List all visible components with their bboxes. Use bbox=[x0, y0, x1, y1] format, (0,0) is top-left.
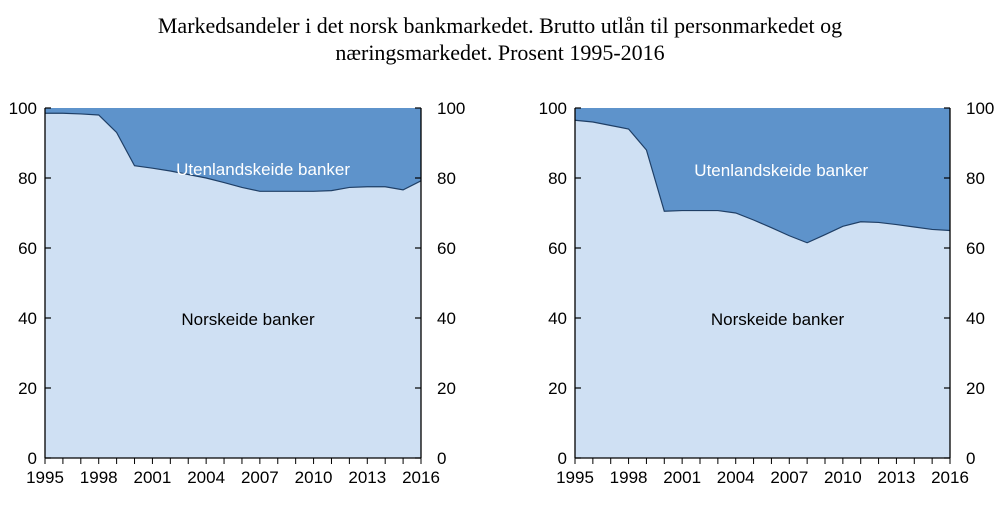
x-tick-label: 2007 bbox=[770, 468, 808, 487]
y-tick-label-left: 100 bbox=[9, 99, 37, 118]
x-tick-label: 2010 bbox=[824, 468, 862, 487]
x-tick-label: 2016 bbox=[402, 468, 440, 487]
x-tick-label: 2001 bbox=[663, 468, 701, 487]
x-tick-label: 2010 bbox=[295, 468, 333, 487]
y-tick-label-left: 0 bbox=[28, 449, 37, 468]
y-tick-label-right: 40 bbox=[437, 309, 456, 328]
y-tick-label-right: 0 bbox=[966, 449, 975, 468]
area-utenlandskeide-banker bbox=[45, 108, 421, 192]
y-tick-label-right: 80 bbox=[437, 169, 456, 188]
y-tick-label-right: 60 bbox=[966, 239, 985, 258]
y-tick-label-left: 80 bbox=[548, 169, 567, 188]
label-utenlandskeide-banker: Utenlandskeide banker bbox=[694, 161, 868, 180]
y-tick-label-left: 100 bbox=[539, 99, 567, 118]
x-tick-label: 1995 bbox=[26, 468, 64, 487]
x-tick-label: 2016 bbox=[931, 468, 969, 487]
label-norskeide-banker: Norskeide banker bbox=[181, 310, 315, 329]
series-boundary-line bbox=[45, 112, 422, 192]
y-tick-label-left: 40 bbox=[18, 309, 37, 328]
y-tick-label-right: 60 bbox=[437, 239, 456, 258]
area-norskeide-banker bbox=[45, 113, 421, 458]
chart-title-line-1: Markedsandeler i det norsk bankmarkedet.… bbox=[157, 13, 843, 38]
chart-title: Markedsandeler i det norsk bankmarkedet.… bbox=[0, 12, 1000, 66]
y-tick-label-right: 20 bbox=[966, 379, 985, 398]
chart-panel-2: 0 0 20 20 40 40 60 60 80 80 100 100 1995 1998 2001 2004… bbox=[539, 99, 995, 487]
x-tick-label: 2013 bbox=[348, 468, 386, 487]
x-tick-label: 2013 bbox=[878, 468, 916, 487]
area-utenlandskeide-banker bbox=[575, 108, 950, 243]
x-tick-label: 2007 bbox=[241, 468, 279, 487]
x-tick-label: 1995 bbox=[556, 468, 594, 487]
y-tick-label-left: 40 bbox=[548, 309, 567, 328]
y-tick-label-right: 100 bbox=[966, 99, 994, 118]
series-boundary-line bbox=[574, 119, 951, 244]
x-tick-label: 2004 bbox=[187, 468, 225, 487]
y-tick-label-left: 20 bbox=[18, 379, 37, 398]
chart-title-line-2: næringsmarkedet. Prosent 1995-2016 bbox=[335, 40, 665, 65]
y-tick-label-left: 60 bbox=[548, 239, 567, 258]
x-tick-label: 1998 bbox=[80, 468, 118, 487]
y-tick-label-left: 60 bbox=[18, 239, 37, 258]
label-utenlandskeide-banker: Utenlandskeide banker bbox=[176, 160, 350, 179]
x-tick-label: 2001 bbox=[134, 468, 172, 487]
label-norskeide-banker: Norskeide banker bbox=[711, 310, 845, 329]
y-tick-label-right: 40 bbox=[966, 309, 985, 328]
x-tick-label: 2004 bbox=[717, 468, 755, 487]
y-tick-label-left: 20 bbox=[548, 379, 567, 398]
x-tick-label: 1998 bbox=[610, 468, 648, 487]
y-tick-label-left: 0 bbox=[558, 449, 567, 468]
chart-panel-1: 0 0 20 20 40 40 60 60 80 80 100 100 1995 1998 2001 2004… bbox=[9, 99, 466, 487]
y-tick-label-right: 20 bbox=[437, 379, 456, 398]
area-norskeide-banker bbox=[575, 120, 950, 458]
y-tick-label-right: 100 bbox=[437, 99, 465, 118]
y-tick-label-left: 80 bbox=[18, 169, 37, 188]
y-tick-label-right: 0 bbox=[437, 449, 446, 468]
y-tick-label-right: 80 bbox=[966, 169, 985, 188]
